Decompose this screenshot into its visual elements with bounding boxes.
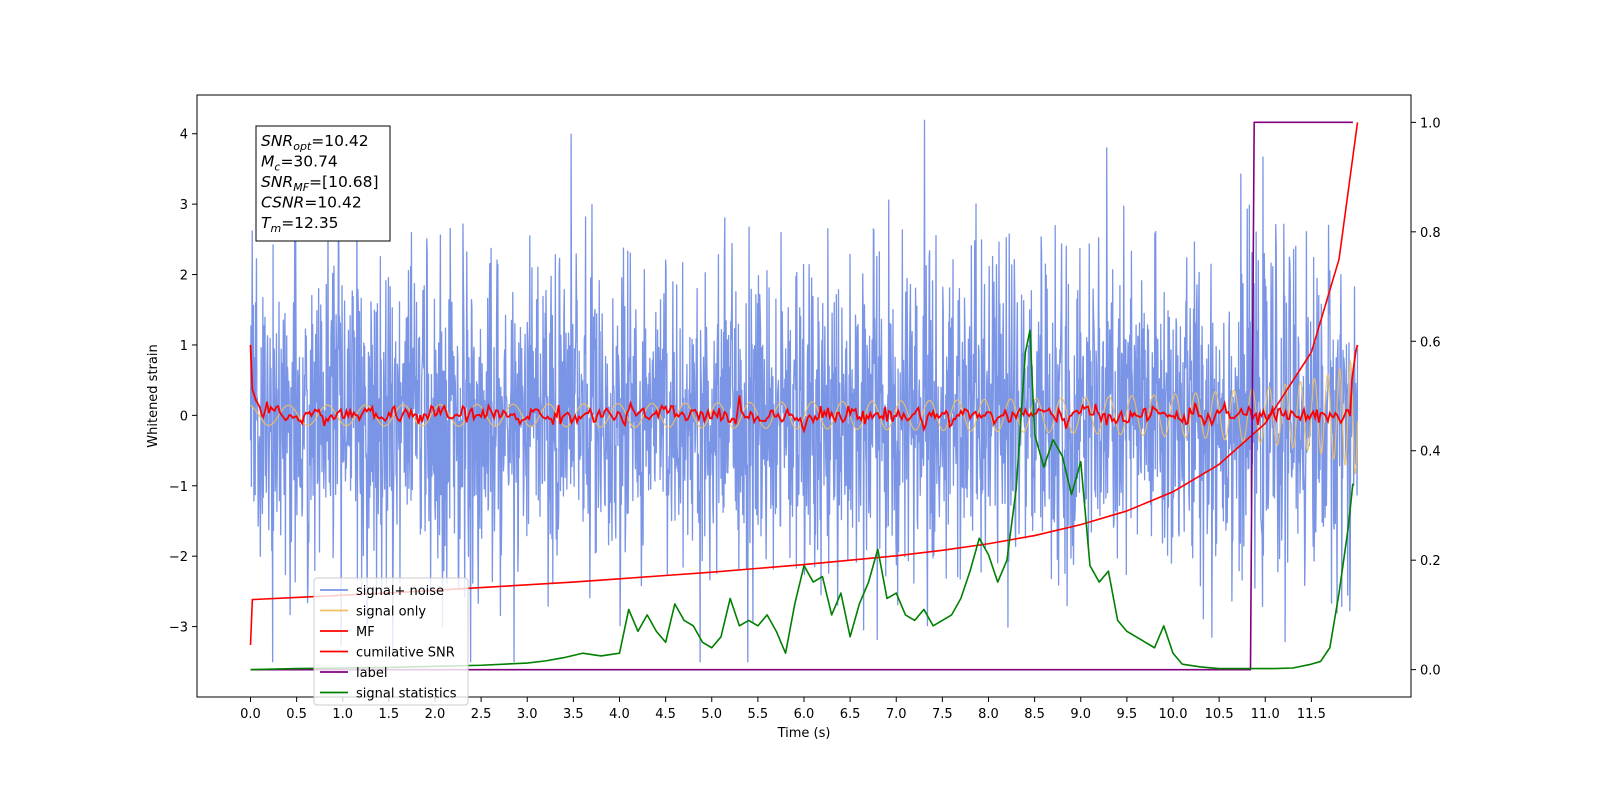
y-right-tick-label: 1.0	[1420, 116, 1441, 131]
info-box-frame	[255, 125, 391, 242]
y-tick-label: −1	[169, 480, 188, 495]
legend-frame	[313, 577, 469, 706]
y-right-tick-label: 0.4	[1420, 445, 1441, 460]
x-tick-label: 2.0	[425, 707, 446, 722]
x-tick-label: 3.0	[517, 707, 538, 722]
info-line: Tm=12.35	[261, 214, 339, 235]
y-tick-label: 0	[180, 409, 188, 424]
y-tick-label: 2	[180, 269, 188, 284]
x-tick-label: 6.0	[794, 707, 815, 722]
legend-entry: signal+ noise	[356, 584, 444, 599]
info-box: SNRopt=10.42Mc=30.74SNRMF=[10.68]CSNR=10…	[255, 125, 391, 242]
legend: signal+ noise signal only MF cumilative SNR…	[313, 577, 469, 706]
y-tick-label: 3	[180, 198, 188, 213]
x-tick-label: 8.0	[978, 707, 999, 722]
x-tick-label: 10.0	[1159, 707, 1188, 722]
y-tick-label: −2	[169, 550, 188, 565]
x-tick-label: 11.0	[1251, 707, 1280, 722]
x-tick-label: 0.5	[286, 707, 307, 722]
series-mf	[249, 344, 1359, 434]
x-tick-label: 2.5	[471, 707, 492, 722]
y-tick-label: 4	[180, 128, 188, 143]
series-signal-statistics	[250, 329, 1354, 671]
legend-entry: MF	[356, 625, 375, 640]
x-tick-label: 9.5	[1117, 707, 1138, 722]
series-label	[250, 121, 1353, 671]
x-axis-label: Time (s)	[777, 726, 831, 741]
info-line: CSNR=10.42	[261, 194, 362, 212]
legend-entry: label	[356, 666, 387, 681]
x-tick-label: 0.0	[240, 707, 261, 722]
tick-layer: 0.0 0.5 1.0 1.5 2.0 2.5 3.0 3.5 4.0 4.5 5.0 5.5 6.0 6…	[169, 116, 1441, 722]
x-tick-label: 8.5	[1024, 707, 1045, 722]
info-line: SNRopt=10.42	[261, 132, 369, 153]
x-tick-label: 4.0	[609, 707, 630, 722]
y-axis-label: Whitened strain	[146, 344, 161, 447]
legend-entry: signal statistics	[356, 687, 457, 702]
y-right-tick-label: 0.6	[1420, 335, 1441, 350]
legend-entry: cumilative SNR	[356, 646, 455, 661]
x-tick-label: 10.5	[1205, 707, 1234, 722]
x-tick-label: 1.0	[332, 707, 353, 722]
x-tick-label: 1.5	[379, 707, 400, 722]
info-line: Mc=30.74	[261, 153, 338, 174]
x-tick-label: 4.5	[655, 707, 676, 722]
x-tick-label: 3.5	[563, 707, 584, 722]
x-tick-label: 6.5	[840, 707, 861, 722]
y-right-tick-label: 0.0	[1420, 664, 1441, 679]
y-tick-label: −3	[169, 621, 188, 636]
y-right-tick-label: 0.8	[1420, 226, 1441, 241]
info-line: SNRMF=[10.68]	[261, 173, 379, 194]
x-tick-label: 5.5	[748, 707, 769, 722]
y-right-tick-label: 0.2	[1420, 554, 1441, 569]
y-tick-label: 1	[180, 339, 188, 354]
legend-entry: signal only	[356, 605, 426, 620]
x-tick-label: 11.5	[1297, 707, 1326, 722]
x-tick-label: 9.0	[1070, 707, 1091, 722]
series-signal-only	[250, 359, 1359, 475]
x-tick-label: 5.0	[701, 707, 722, 722]
x-tick-label: 7.5	[932, 707, 953, 722]
x-tick-label: 7.0	[886, 707, 907, 722]
